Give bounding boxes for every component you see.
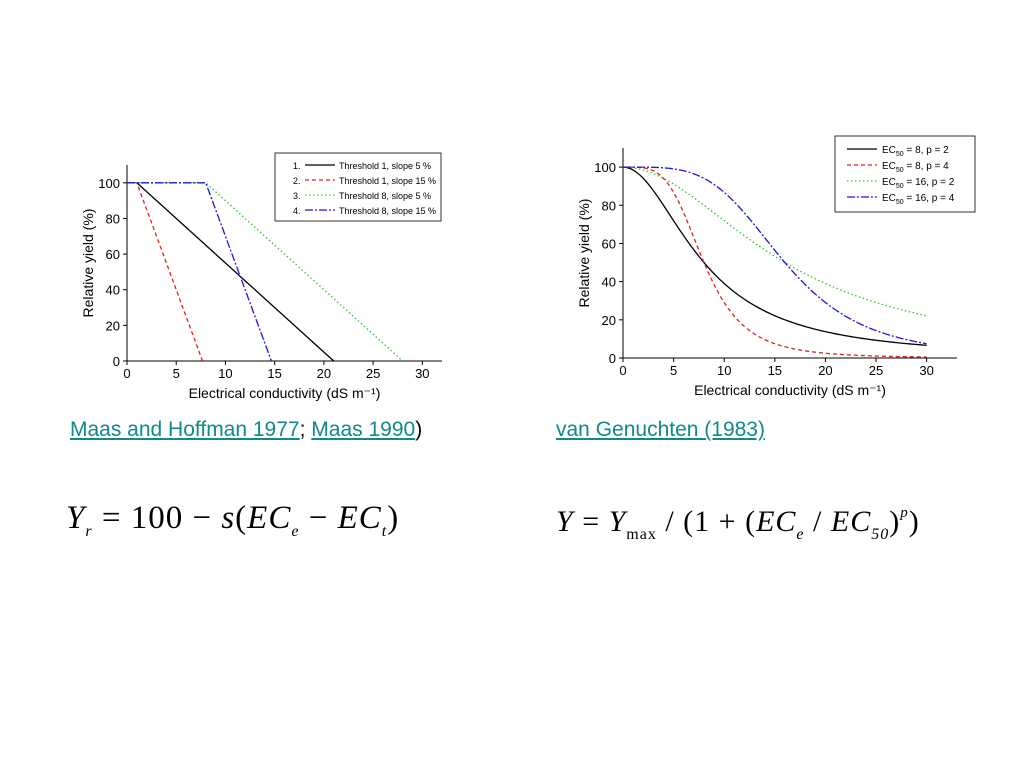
x-tick-label: 20 bbox=[818, 363, 832, 378]
x-tick-label: 15 bbox=[768, 363, 782, 378]
y-tick-label: 60 bbox=[106, 247, 120, 262]
van-genuchten-formula: Y = Ymax / (1 + (ECe / EC50)p) bbox=[556, 505, 920, 544]
legend-params: = 16, p = 4 bbox=[904, 193, 955, 204]
legend-ec-sub: 50 bbox=[896, 199, 904, 206]
series-line bbox=[127, 182, 273, 362]
formula-eq: = 100 − bbox=[92, 500, 222, 536]
legend-box bbox=[274, 152, 442, 222]
legend-label: Threshold 1, slope 5 % bbox=[339, 161, 431, 171]
legend-ec-sub: 50 bbox=[896, 167, 904, 174]
x-tick-label: 15 bbox=[267, 366, 281, 381]
legend-ec-sub: 50 bbox=[896, 151, 904, 158]
legend-label: Threshold 8, slope 5 % bbox=[339, 191, 431, 201]
formula-ec-e: EC bbox=[247, 500, 292, 536]
y-tick-label: 0 bbox=[113, 354, 120, 369]
legend-label: EC50 = 8, p = 2 bbox=[882, 145, 949, 158]
legend-params: = 8, p = 2 bbox=[904, 145, 949, 156]
citation-maas-hoffman: Maas and Hoffman 1977; Maas 1990) bbox=[70, 418, 422, 442]
formula-ec-t: EC bbox=[337, 500, 382, 536]
legend-ec: EC bbox=[882, 193, 896, 204]
legend-label: EC50 = 8, p = 4 bbox=[882, 161, 949, 174]
formula-close-outer: ) bbox=[908, 505, 920, 538]
x-tick-label: 25 bbox=[366, 366, 380, 381]
legend-ec: EC bbox=[882, 145, 896, 156]
x-axis-label: Electrical conductivity (dS m⁻¹) bbox=[189, 385, 381, 401]
formula-ymax: Y bbox=[608, 505, 627, 538]
formula-sub-e: e bbox=[291, 523, 300, 540]
legend-label: EC50 = 16, p = 4 bbox=[882, 193, 955, 206]
legend-ec: EC bbox=[882, 161, 896, 172]
x-tick-label: 10 bbox=[218, 366, 232, 381]
x-tick-label: 0 bbox=[123, 366, 130, 381]
x-tick-label: 0 bbox=[619, 363, 626, 378]
y-axis-label: Relative yield (%) bbox=[576, 199, 592, 308]
formula-sub-e: e bbox=[796, 526, 805, 543]
x-axis-label: Electrical conductivity (dS m⁻¹) bbox=[694, 382, 886, 398]
citation-close-paren: ) bbox=[415, 418, 423, 441]
x-tick-label: 20 bbox=[317, 366, 331, 381]
van-genuchten-chart: 0 5 10 15 20 25 30 0 20 40 60 80 100 Electrical condu… bbox=[576, 135, 976, 398]
threshold-chart: 0 5 10 15 20 25 30 0 20 40 60 80 100 Electrical condu… bbox=[80, 152, 442, 401]
legend-params: = 16, p = 2 bbox=[904, 177, 955, 188]
formula-sub-r: r bbox=[85, 523, 93, 540]
y-tick-label: 100 bbox=[98, 176, 120, 191]
formula-div-open: / (1 + ( bbox=[656, 505, 757, 538]
formula-sub-t: t bbox=[381, 523, 388, 540]
formula-sub-50: 50 bbox=[871, 526, 890, 543]
formula-sub-max: max bbox=[626, 526, 657, 543]
y-tick-label: 80 bbox=[106, 211, 120, 226]
x-tick-label: 10 bbox=[717, 363, 731, 378]
legend-params: = 8, p = 4 bbox=[904, 161, 949, 172]
x-tick-label: 5 bbox=[173, 366, 180, 381]
legend-ec: EC bbox=[882, 177, 896, 188]
y-tick-label: 40 bbox=[602, 275, 616, 290]
x-tick-label: 30 bbox=[919, 363, 933, 378]
van-genuchten-link[interactable]: van Genuchten (1983) bbox=[556, 418, 765, 441]
formula-eq: = bbox=[573, 505, 609, 538]
x-tick-label: 25 bbox=[869, 363, 883, 378]
y-tick-label: 20 bbox=[106, 318, 120, 333]
y-axis-label: Relative yield (%) bbox=[80, 209, 96, 318]
maas-1990-link[interactable]: Maas 1990 bbox=[311, 418, 416, 441]
legend-label: EC50 = 16, p = 2 bbox=[882, 177, 955, 190]
series-line bbox=[623, 166, 927, 358]
legend-label: Threshold 8, slope 15 % bbox=[339, 206, 436, 216]
formula-open: ( bbox=[235, 500, 248, 536]
legend-number: 4. bbox=[293, 206, 301, 216]
x-tick-label: 30 bbox=[415, 366, 429, 381]
citation-van-genuchten: van Genuchten (1983) bbox=[556, 418, 765, 442]
formula-minus: − bbox=[299, 500, 338, 536]
formula-ec50: EC bbox=[830, 505, 872, 538]
threshold-formula: Yr = 100 − s(ECe − ECt) bbox=[66, 500, 399, 541]
y-tick-label: 40 bbox=[106, 283, 120, 298]
legend-number: 1. bbox=[293, 161, 301, 171]
formula-close: ) bbox=[387, 500, 400, 536]
legend-number: 2. bbox=[293, 176, 301, 186]
legend-label: Threshold 1, slope 15 % bbox=[339, 176, 436, 186]
y-tick-label: 100 bbox=[594, 160, 616, 175]
formula-y: Y bbox=[556, 505, 574, 538]
x-tick-label: 5 bbox=[670, 363, 677, 378]
series-line bbox=[622, 166, 927, 346]
legend-ec-sub: 50 bbox=[896, 183, 904, 190]
series-line bbox=[623, 166, 927, 345]
formula-ec-e: EC bbox=[756, 505, 797, 538]
y-tick-label: 20 bbox=[602, 313, 616, 328]
formula-close-inner: ) bbox=[889, 505, 901, 538]
citation-separator: ; bbox=[299, 418, 312, 441]
y-tick-label: 80 bbox=[602, 198, 616, 213]
formula-y: Y bbox=[66, 500, 86, 536]
y-tick-label: 0 bbox=[609, 351, 616, 366]
formula-exp-p: p bbox=[900, 505, 909, 521]
series-line bbox=[127, 182, 204, 362]
formula-s: s bbox=[221, 500, 236, 536]
legend-number: 3. bbox=[293, 191, 301, 201]
y-tick-label: 60 bbox=[602, 236, 616, 251]
maas-hoffman-link[interactable]: Maas and Hoffman 1977 bbox=[70, 418, 300, 441]
formula-div: / bbox=[804, 505, 831, 538]
